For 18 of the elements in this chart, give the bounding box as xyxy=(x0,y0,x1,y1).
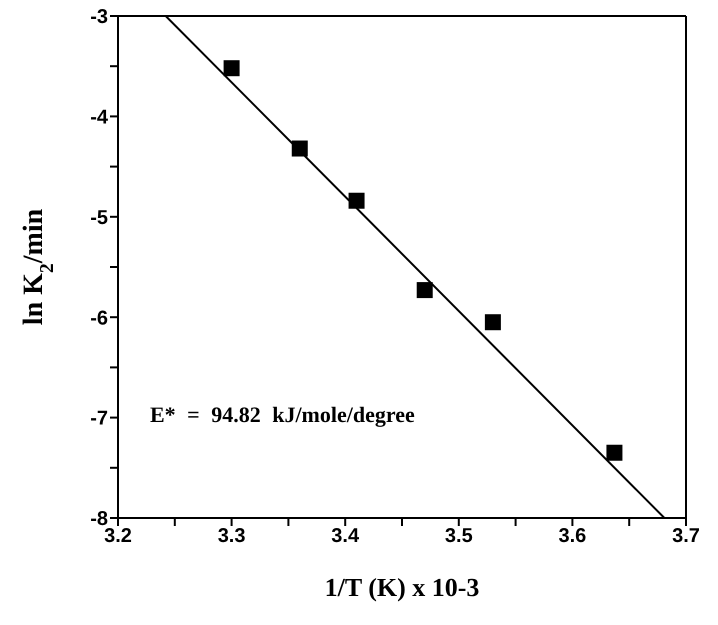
x-tick-label: 3.2 xyxy=(104,525,132,548)
point xyxy=(348,192,365,209)
y-tick-label: -3 xyxy=(90,6,108,28)
point xyxy=(416,282,433,298)
point xyxy=(224,60,240,76)
x-tick-label: 3.6 xyxy=(558,525,586,548)
y-tick-label: -6 xyxy=(90,307,108,330)
y-tick-label: -5 xyxy=(90,206,108,229)
x-tick-label: 3.4 xyxy=(331,525,360,548)
y-tick-label: -7 xyxy=(90,408,108,430)
x-axis-title: 1/T (K) x 10-3 xyxy=(324,573,480,602)
y-tick-label: -4 xyxy=(90,106,109,128)
x-tick-label: 3.5 xyxy=(444,525,473,548)
x-tick-label: 3.7 xyxy=(672,525,700,548)
annotation: E* = 94.82 kJ/mole/degree xyxy=(150,402,415,428)
point xyxy=(484,314,501,330)
x-tick-label: 3.3 xyxy=(218,525,246,548)
point xyxy=(606,444,622,461)
